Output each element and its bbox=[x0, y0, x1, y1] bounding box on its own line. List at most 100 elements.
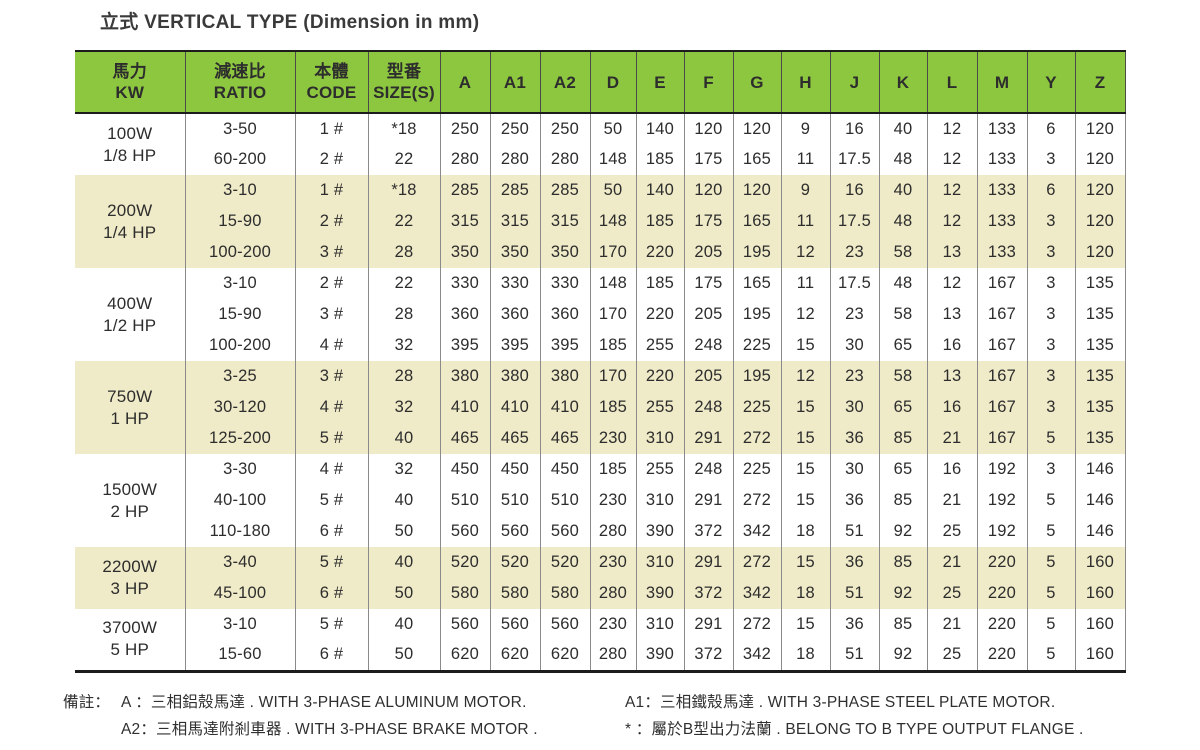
dim-cell: 510 bbox=[539, 485, 590, 516]
dim-cell: 6 bbox=[1026, 113, 1075, 144]
dim-cell: 560 bbox=[439, 516, 490, 547]
dim-cell: 160 bbox=[1074, 609, 1126, 640]
dim-cell: 15 bbox=[780, 454, 830, 485]
note-a: A ：三相鋁殼馬達 . WITH 3-PHASE ALUMINUM MOTOR. bbox=[121, 693, 527, 711]
dim-cell: 5 bbox=[1026, 516, 1075, 547]
table-row: 100W 1/8 HP 3-50 1 # *18 250 250 250 50 140 120 120… bbox=[75, 113, 1126, 175]
dim-cell: 48 bbox=[878, 206, 927, 237]
dim-cell: 350 bbox=[539, 237, 590, 268]
dim-cell: 220 bbox=[976, 609, 1027, 640]
dim-cell: 21 bbox=[926, 423, 977, 454]
note-star: * ：屬於B型出力法蘭 . BELONG TO B TYPE OUTPUT FL… bbox=[625, 720, 1084, 738]
size-cell: *18 bbox=[367, 175, 440, 206]
ratio-cell: 15-90 bbox=[184, 299, 295, 330]
dim-cell: 360 bbox=[439, 299, 490, 330]
dim-cell: 185 bbox=[589, 454, 636, 485]
dim-cell: 135 bbox=[1074, 299, 1126, 330]
power-hp: 3 HP bbox=[110, 579, 150, 598]
dim-cell: 148 bbox=[589, 144, 636, 175]
dim-cell: 5 bbox=[1026, 485, 1075, 516]
dim-cell: 58 bbox=[878, 237, 927, 268]
dim-cell: 36 bbox=[829, 547, 879, 578]
dim-cell: 185 bbox=[589, 330, 636, 361]
column-header-J: J bbox=[829, 50, 879, 114]
size-cell: 50 bbox=[367, 640, 440, 671]
code-cell: 5 # bbox=[294, 423, 368, 454]
dim-cell: 15 bbox=[780, 330, 830, 361]
dim-cell: 380 bbox=[539, 361, 590, 392]
dim-cell: 12 bbox=[926, 113, 977, 144]
dim-cell: 450 bbox=[489, 454, 540, 485]
table-row: 125-200 5 #40 465 465 465 230 310 291 272 15 36 85 2… bbox=[75, 423, 1126, 454]
dim-cell: 120 bbox=[683, 113, 733, 144]
column-header-zh: 型番 bbox=[386, 62, 422, 81]
dim-cell: 40 bbox=[878, 175, 927, 206]
ratio-cell: 3-30 bbox=[184, 454, 295, 485]
dim-cell: 167 bbox=[976, 299, 1027, 330]
dim-cell: 167 bbox=[976, 361, 1027, 392]
dim-cell: 21 bbox=[926, 609, 977, 640]
code-cell: 6 # bbox=[294, 516, 368, 547]
ratio-cell: 3-40 bbox=[184, 547, 295, 578]
dim-cell: 620 bbox=[439, 640, 490, 671]
power-cell: 100W 1/8 HP bbox=[75, 113, 185, 175]
dim-cell: 11 bbox=[780, 206, 830, 237]
size-cell: 50 bbox=[367, 516, 440, 547]
dim-cell: 248 bbox=[683, 454, 733, 485]
dim-cell: 135 bbox=[1074, 361, 1126, 392]
dim-cell: 12 bbox=[780, 237, 830, 268]
dim-cell: 51 bbox=[829, 578, 879, 609]
dim-cell: 510 bbox=[439, 485, 490, 516]
ratio-cell: 110-180 bbox=[184, 516, 295, 547]
dim-cell: 280 bbox=[589, 640, 636, 671]
dim-cell: 195 bbox=[732, 299, 781, 330]
dim-cell: 220 bbox=[976, 640, 1027, 671]
dim-cell: 195 bbox=[732, 361, 781, 392]
ratio-cell: 15-60 bbox=[184, 640, 295, 671]
dim-cell: 135 bbox=[1074, 330, 1126, 361]
dim-cell: 230 bbox=[589, 485, 636, 516]
dim-cell: 410 bbox=[489, 392, 540, 423]
dim-cell: 185 bbox=[589, 392, 636, 423]
dim-cell: 133 bbox=[976, 237, 1027, 268]
dim-cell: 230 bbox=[589, 547, 636, 578]
dim-cell: 17.5 bbox=[829, 144, 879, 175]
dim-cell: 148 bbox=[589, 268, 636, 299]
dim-cell: 120 bbox=[683, 175, 733, 206]
dim-cell: 510 bbox=[489, 485, 540, 516]
dim-cell: 51 bbox=[829, 516, 879, 547]
dim-cell: 146 bbox=[1074, 516, 1126, 547]
dim-cell: 315 bbox=[489, 206, 540, 237]
note-a1: A1：三相鐵殼馬達 . WITH 3-PHASE STEEL PLATE MOT… bbox=[625, 693, 1056, 711]
column-header-H: H bbox=[780, 50, 830, 114]
dim-cell: 272 bbox=[732, 609, 781, 640]
dim-cell: 175 bbox=[683, 268, 733, 299]
ratio-cell: 45-100 bbox=[184, 578, 295, 609]
dim-cell: 135 bbox=[1074, 423, 1126, 454]
size-cell: 50 bbox=[367, 578, 440, 609]
dim-cell: 16 bbox=[829, 175, 879, 206]
dim-cell: 36 bbox=[829, 485, 879, 516]
table-row: 1500W 2 HP 3-30 4 #32 450 450 450 185 255 248 225 1… bbox=[75, 454, 1126, 547]
code-cell: 4 # bbox=[294, 392, 368, 423]
code-cell: 1 # bbox=[294, 113, 368, 144]
dim-cell: 170 bbox=[589, 237, 636, 268]
power-watts: 1500W bbox=[102, 479, 158, 499]
column-header-A2: A2 bbox=[539, 50, 590, 114]
dim-cell: 85 bbox=[878, 609, 927, 640]
dim-cell: 85 bbox=[878, 485, 927, 516]
column-header-Y: Y bbox=[1026, 50, 1075, 114]
ratio-cell: 15-90 bbox=[184, 206, 295, 237]
dim-cell: 360 bbox=[489, 299, 540, 330]
dim-cell: 15 bbox=[780, 392, 830, 423]
dim-cell: 220 bbox=[976, 547, 1027, 578]
dim-cell: 85 bbox=[878, 423, 927, 454]
dim-cell: 36 bbox=[829, 423, 879, 454]
dim-cell: 560 bbox=[489, 516, 540, 547]
size-cell: 28 bbox=[367, 299, 440, 330]
dim-cell: 167 bbox=[976, 268, 1027, 299]
dim-cell: 285 bbox=[539, 175, 590, 206]
dim-cell: 395 bbox=[439, 330, 490, 361]
size-cell: 32 bbox=[367, 392, 440, 423]
